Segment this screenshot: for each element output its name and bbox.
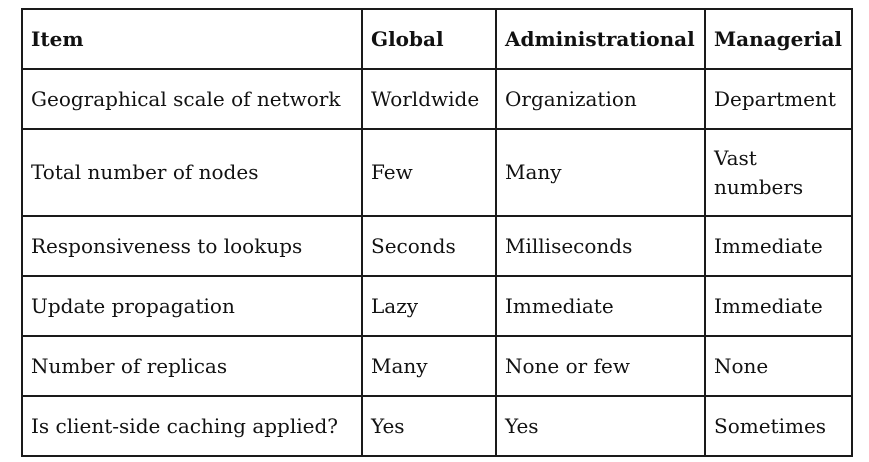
- global-cell: Worldwide: [361, 68, 497, 130]
- table-header-row: Item Global Administrational Managerial: [21, 8, 853, 70]
- administrational-cell: Milliseconds: [495, 215, 706, 277]
- header-cell-administrational: Administrational: [495, 8, 706, 70]
- row-label-cell: Responsiveness to lookups: [21, 215, 363, 277]
- administrational-cell: None or few: [495, 335, 706, 397]
- managerial-cell: Immediate: [704, 275, 853, 337]
- administrational-cell: Immediate: [495, 275, 706, 337]
- managerial-cell: Department: [704, 68, 853, 130]
- global-cell: Many: [361, 335, 497, 397]
- row-label-cell: Update propagation: [21, 275, 363, 337]
- comparison-table: Item Global Administrational Managerial …: [21, 8, 853, 457]
- administrational-cell: Many: [495, 128, 706, 217]
- table-row: Is client-side caching applied? Yes Yes …: [21, 395, 853, 457]
- managerial-cell: Sometimes: [704, 395, 853, 457]
- managerial-cell: Immediate: [704, 215, 853, 277]
- administrational-cell: Organization: [495, 68, 706, 130]
- table-row: Responsiveness to lookups Seconds Millis…: [21, 215, 853, 277]
- row-label-cell: Total number of nodes: [21, 128, 363, 217]
- table-row: Update propagation Lazy Immediate Immedi…: [21, 275, 853, 337]
- table-row: Number of replicas Many None or few None: [21, 335, 853, 397]
- global-cell: Few: [361, 128, 497, 217]
- global-cell: Lazy: [361, 275, 497, 337]
- row-label-cell: Number of replicas: [21, 335, 363, 397]
- row-label-cell: Is client-side caching applied?: [21, 395, 363, 457]
- administrational-cell: Yes: [495, 395, 706, 457]
- table-row: Total number of nodes Few Many Vast numb…: [21, 128, 853, 217]
- header-cell-item: Item: [21, 8, 363, 70]
- global-cell: Seconds: [361, 215, 497, 277]
- global-cell: Yes: [361, 395, 497, 457]
- header-cell-managerial: Managerial: [704, 8, 853, 70]
- table-row: Geographical scale of network Worldwide …: [21, 68, 853, 130]
- managerial-cell: None: [704, 335, 853, 397]
- managerial-cell: Vast numbers: [704, 128, 853, 217]
- row-label-cell: Geographical scale of network: [21, 68, 363, 130]
- header-cell-global: Global: [361, 8, 497, 70]
